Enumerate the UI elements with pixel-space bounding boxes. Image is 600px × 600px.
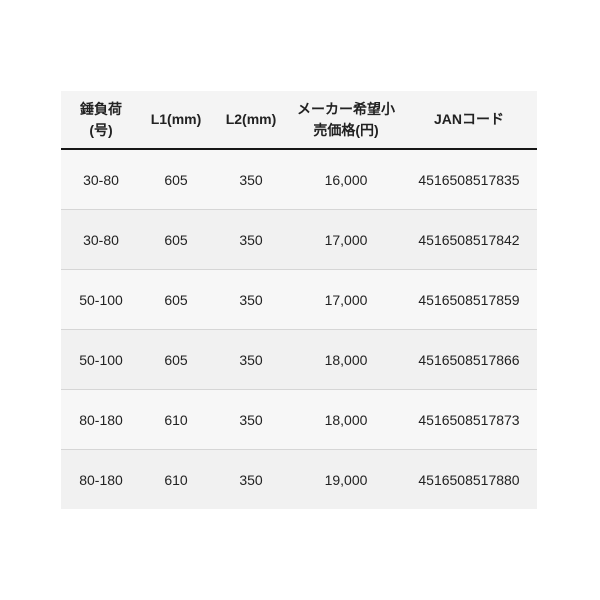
spec-table-header: 錘負荷 (号) L1(mm) L2(mm) メーカー希望小 売価格(円) JANコード xyxy=(61,91,537,150)
cell-load: 50-100 xyxy=(61,269,141,330)
table-row: 50-100 605 350 18,000 4516508517866 xyxy=(61,329,537,390)
cell-jan: 4516508517880 xyxy=(401,449,537,509)
spec-table-body: 30-80 605 350 16,000 4516508517835 30-80 605 35… xyxy=(61,149,537,509)
cell-jan: 4516508517866 xyxy=(401,329,537,390)
cell-price: 16,000 xyxy=(291,149,401,210)
cell-l1: 605 xyxy=(141,209,211,270)
cell-l2: 350 xyxy=(211,329,291,390)
cell-load: 80-180 xyxy=(61,389,141,450)
column-header-price: メーカー希望小 売価格(円) xyxy=(291,91,401,150)
cell-l1: 605 xyxy=(141,149,211,210)
cell-l2: 350 xyxy=(211,149,291,210)
cell-jan: 4516508517842 xyxy=(401,209,537,270)
cell-jan: 4516508517859 xyxy=(401,269,537,330)
cell-load: 30-80 xyxy=(61,209,141,270)
table-row: 80-180 610 350 19,000 4516508517880 xyxy=(61,449,537,509)
cell-price: 17,000 xyxy=(291,269,401,330)
product-spec-panel: 錘負荷 (号) L1(mm) L2(mm) メーカー希望小 売価格(円) JANコード … xyxy=(61,91,537,509)
table-row: 50-100 605 350 17,000 4516508517859 xyxy=(61,269,537,330)
column-header-l2: L2(mm) xyxy=(211,91,291,150)
cell-load: 80-180 xyxy=(61,449,141,509)
column-header-jan: JANコード xyxy=(401,91,537,150)
cell-l2: 350 xyxy=(211,449,291,509)
cell-l2: 350 xyxy=(211,389,291,450)
cell-l1: 605 xyxy=(141,269,211,330)
table-row: 30-80 605 350 17,000 4516508517842 xyxy=(61,209,537,270)
cell-price: 18,000 xyxy=(291,389,401,450)
column-header-load: 錘負荷 (号) xyxy=(61,91,141,150)
cell-jan: 4516508517873 xyxy=(401,389,537,450)
cell-jan: 4516508517835 xyxy=(401,149,537,210)
cell-load: 50-100 xyxy=(61,329,141,390)
cell-price: 18,000 xyxy=(291,329,401,390)
cell-price: 17,000 xyxy=(291,209,401,270)
header-row: 錘負荷 (号) L1(mm) L2(mm) メーカー希望小 売価格(円) JANコード xyxy=(61,91,537,150)
cell-l1: 610 xyxy=(141,449,211,509)
cell-l1: 610 xyxy=(141,389,211,450)
cell-price: 19,000 xyxy=(291,449,401,509)
cell-l2: 350 xyxy=(211,209,291,270)
cell-l2: 350 xyxy=(211,269,291,330)
product-spec-table: 錘負荷 (号) L1(mm) L2(mm) メーカー希望小 売価格(円) JANコード … xyxy=(61,91,537,509)
column-header-l1: L1(mm) xyxy=(141,91,211,150)
cell-l1: 605 xyxy=(141,329,211,390)
table-row: 80-180 610 350 18,000 4516508517873 xyxy=(61,389,537,450)
table-row: 30-80 605 350 16,000 4516508517835 xyxy=(61,149,537,210)
cell-load: 30-80 xyxy=(61,149,141,210)
